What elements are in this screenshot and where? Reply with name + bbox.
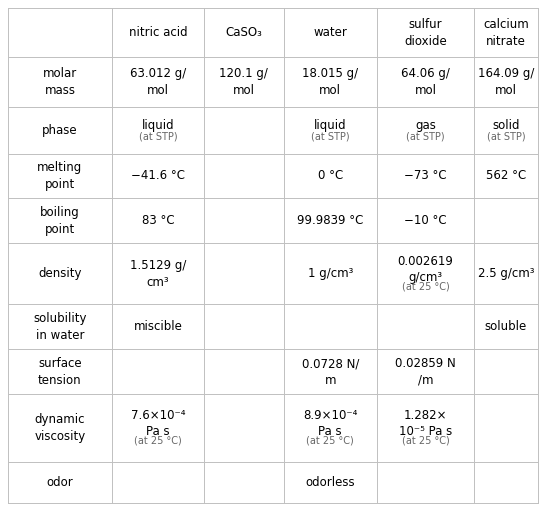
Text: 64.06 g/
mol: 64.06 g/ mol	[401, 67, 450, 97]
Text: (at 25 °C): (at 25 °C)	[306, 436, 354, 446]
Text: soluble: soluble	[485, 320, 527, 333]
Text: miscible: miscible	[134, 320, 182, 333]
Text: CaSO₃: CaSO₃	[225, 26, 262, 39]
Text: 0.0728 N/
m: 0.0728 N/ m	[301, 357, 359, 387]
Text: 99.9839 °C: 99.9839 °C	[297, 215, 364, 227]
Text: boiling
point: boiling point	[40, 206, 80, 236]
Text: nitric acid: nitric acid	[129, 26, 187, 39]
Text: −10 °C: −10 °C	[404, 215, 447, 227]
Text: melting
point: melting point	[37, 161, 82, 191]
Text: water: water	[313, 26, 347, 39]
Text: liquid: liquid	[314, 119, 347, 132]
Text: phase: phase	[42, 124, 78, 136]
Text: odor: odor	[46, 476, 73, 489]
Text: (at STP): (at STP)	[139, 131, 177, 142]
Text: dynamic
viscosity: dynamic viscosity	[34, 413, 86, 443]
Text: solid: solid	[492, 119, 520, 132]
Text: (at STP): (at STP)	[311, 131, 349, 142]
Text: −41.6 °C: −41.6 °C	[131, 170, 185, 182]
Text: 1 g/cm³: 1 g/cm³	[307, 267, 353, 281]
Text: 1.282×
10⁻⁵ Pa s: 1.282× 10⁻⁵ Pa s	[399, 409, 452, 437]
Text: (at 25 °C): (at 25 °C)	[134, 436, 182, 446]
Text: 120.1 g/
mol: 120.1 g/ mol	[219, 67, 268, 97]
Text: 0.02859 N
/m: 0.02859 N /m	[395, 357, 456, 387]
Text: molar
mass: molar mass	[43, 67, 77, 97]
Text: 2.5 g/cm³: 2.5 g/cm³	[478, 267, 534, 281]
Text: 1.5129 g/
cm³: 1.5129 g/ cm³	[130, 259, 186, 289]
Text: (at 25 °C): (at 25 °C)	[401, 436, 449, 446]
Text: 63.012 g/
mol: 63.012 g/ mol	[130, 67, 186, 97]
Text: 8.9×10⁻⁴
Pa s: 8.9×10⁻⁴ Pa s	[303, 409, 358, 437]
Text: 164.09 g/
mol: 164.09 g/ mol	[478, 67, 534, 97]
Text: sulfur
dioxide: sulfur dioxide	[404, 18, 447, 48]
Text: 562 °C: 562 °C	[486, 170, 526, 182]
Text: (at 25 °C): (at 25 °C)	[401, 282, 449, 292]
Text: surface
tension: surface tension	[38, 357, 82, 387]
Text: calcium
nitrate: calcium nitrate	[483, 18, 529, 48]
Text: −73 °C: −73 °C	[404, 170, 447, 182]
Text: liquid: liquid	[141, 119, 174, 132]
Text: 0.002619
g/cm³: 0.002619 g/cm³	[397, 254, 453, 284]
Text: 18.015 g/
mol: 18.015 g/ mol	[302, 67, 358, 97]
Text: (at STP): (at STP)	[406, 131, 444, 142]
Text: solubility
in water: solubility in water	[33, 312, 87, 342]
Text: 7.6×10⁻⁴
Pa s: 7.6×10⁻⁴ Pa s	[130, 409, 185, 437]
Text: 0 °C: 0 °C	[318, 170, 343, 182]
Text: gas: gas	[415, 119, 436, 132]
Text: (at STP): (at STP)	[486, 131, 525, 142]
Text: density: density	[38, 267, 82, 281]
Text: 83 °C: 83 °C	[141, 215, 174, 227]
Text: odorless: odorless	[305, 476, 355, 489]
